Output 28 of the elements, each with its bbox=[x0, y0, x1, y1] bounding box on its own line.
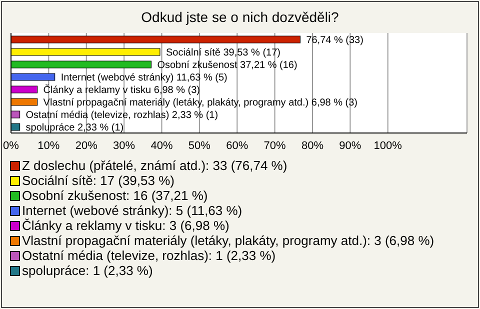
legend-label: Sociální sítě: 17 (39,53 %) bbox=[22, 173, 174, 188]
data-label: Ostatní média (televize, rozhlas) 2,33 % (1) bbox=[26, 110, 218, 121]
x-tick-label: 30% bbox=[113, 140, 136, 152]
x-tick-label: 80% bbox=[301, 140, 324, 152]
x-tick-label: 50% bbox=[188, 140, 211, 152]
x-tick-label: 20% bbox=[75, 140, 98, 152]
legend-label: Internet (webové stránky): 5 (11,63 %) bbox=[22, 203, 242, 218]
data-label: Sociální sítě 39,53 % (17) bbox=[166, 48, 280, 58]
chart-title: Odkud jste se o nich dozvěděli? bbox=[140, 9, 340, 25]
data-label: Vlastní propagační materiály (letáky, plakáty, programy atd.) 6,98 % (3) bbox=[43, 98, 358, 108]
x-tick-label: 60% bbox=[226, 140, 248, 152]
data-label: 76,74 % (33) bbox=[306, 35, 364, 46]
legend-label: Články a reklamy v tisku: 3 (6,98 %) bbox=[22, 218, 230, 233]
legend-label: Ostatní média (televize, rozhlas): 1 (2,33 %) bbox=[22, 248, 276, 263]
data-label: spolupráce 2,33 % (1) bbox=[26, 122, 124, 134]
data-label: Osobní zkušenost 37,21 % (16) bbox=[157, 60, 298, 71]
x-tick-label: 90% bbox=[339, 140, 362, 152]
x-tick-label: 40% bbox=[150, 140, 173, 152]
legend-label: Z doslechu (přátelé, známí atd.): 33 (76,74 %) bbox=[22, 158, 288, 173]
data-label: Články a reklamy v tisku 6,98 % (3) bbox=[43, 84, 200, 96]
legend-label: spolupráce: 1 (2,33 %) bbox=[22, 263, 153, 278]
x-tick-label: 10% bbox=[38, 140, 60, 152]
legend-label: Osobní zkušenost: 16 (37,21 %) bbox=[22, 188, 208, 203]
x-tick-label: 100% bbox=[374, 140, 402, 152]
legend-label: Vlastní propagační materiály (letáky, plakáty, programy atd.): 3 (6,98 %) bbox=[22, 233, 434, 248]
x-tick-label: 70% bbox=[264, 140, 286, 152]
data-label: Internet (webové stránky) 11,63 % (5) bbox=[60, 72, 228, 84]
x-tick-label: 0% bbox=[3, 140, 20, 152]
